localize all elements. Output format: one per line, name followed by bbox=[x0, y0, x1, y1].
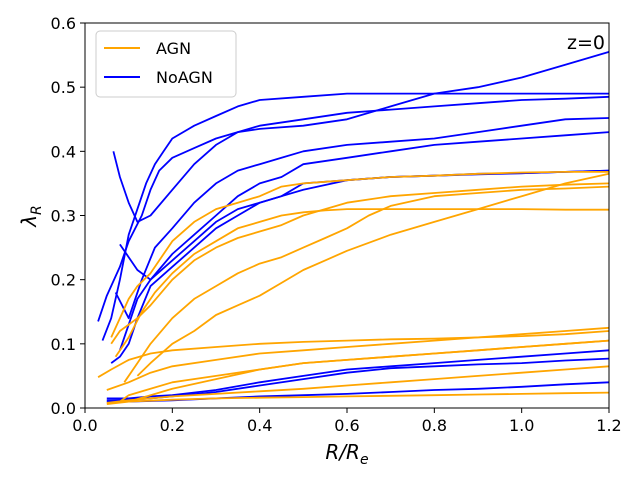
x-tick-label: 0.6 bbox=[334, 416, 359, 435]
y-axis-label-main: λ bbox=[17, 215, 41, 228]
y-tick-label: 0.0 bbox=[51, 399, 76, 418]
legend: AGN NoAGN bbox=[95, 30, 237, 98]
y-tick-label: 0.6 bbox=[51, 14, 76, 33]
series-line-agn-14 bbox=[123, 185, 610, 383]
y-axis-label-sub: R bbox=[29, 205, 45, 215]
x-axis-label-main: R/R bbox=[325, 440, 360, 464]
series-line-noagn-3 bbox=[112, 95, 610, 223]
x-tick-label: 0.2 bbox=[160, 416, 185, 435]
y-tick-label: 0.3 bbox=[51, 207, 76, 226]
y-tick-label: 0.4 bbox=[51, 142, 76, 161]
y-tick-label: 0.1 bbox=[51, 335, 76, 354]
series-line-agn-11 bbox=[110, 170, 609, 338]
series-line-agn-20 bbox=[106, 365, 610, 404]
series-line-noagn-4 bbox=[114, 117, 610, 320]
redshift-annotation: z=0 bbox=[567, 32, 605, 54]
y-tick-label: 0.5 bbox=[51, 78, 76, 97]
series-line-noagn-8 bbox=[106, 349, 610, 400]
series-line-agn-21 bbox=[106, 391, 610, 405]
series-line-agn-19 bbox=[128, 339, 610, 403]
y-tick-label: 0.2 bbox=[51, 271, 76, 290]
series-line-agn-16 bbox=[97, 330, 610, 378]
series-line-agn-17 bbox=[106, 326, 610, 391]
series-line-agn-15 bbox=[136, 172, 610, 377]
series-lines bbox=[97, 51, 610, 405]
series-line-agn-13 bbox=[110, 182, 610, 345]
axis-ticks: 0.0 0.2 0.4 0.6 0.8 1.0 1.2 0.0 0.1 0.2 0.3 0.4 0.5 0… bbox=[51, 14, 622, 435]
x-tick-label: 1.0 bbox=[509, 416, 534, 435]
x-tick-label: 0.0 bbox=[72, 416, 97, 435]
x-tick-label: 1.2 bbox=[596, 416, 621, 435]
y-axis-label: λR bbox=[17, 205, 45, 228]
x-axis-label: R/Re bbox=[325, 440, 368, 468]
series-line-noagn-5 bbox=[119, 131, 610, 281]
legend-label-agn: AGN bbox=[156, 39, 191, 58]
x-axis-label-sub: e bbox=[360, 452, 369, 468]
x-tick-label: 0.4 bbox=[247, 416, 272, 435]
x-tick-label: 0.8 bbox=[422, 416, 447, 435]
legend-label-noagn: NoAGN bbox=[156, 68, 213, 87]
series-line-noagn-2 bbox=[101, 92, 609, 341]
series-line-noagn-1 bbox=[97, 51, 610, 322]
